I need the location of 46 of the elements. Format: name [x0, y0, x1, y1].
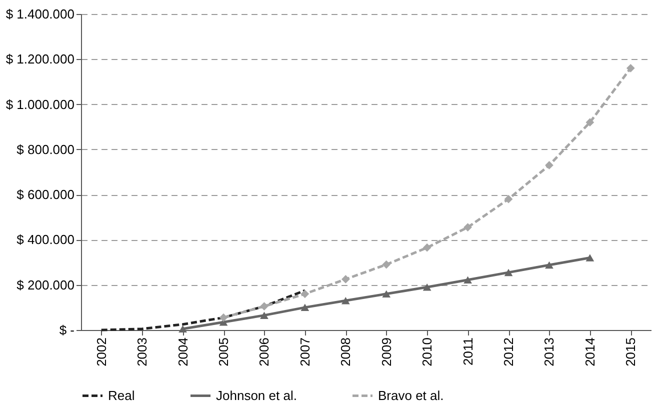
point: [464, 223, 472, 232]
y-tick-label: $ 400.000: [16, 232, 74, 248]
point: [382, 290, 391, 298]
x-tick-label: 2002: [94, 338, 109, 366]
y-tick-label: $ 800.000: [16, 142, 74, 157]
point: [341, 297, 350, 304]
x-tick-label: 2014: [582, 338, 598, 366]
point: [260, 302, 268, 310]
x-tick-label: 2007: [297, 338, 312, 366]
point: [422, 283, 432, 291]
x-tick-label: 2010: [420, 338, 435, 366]
point: [545, 261, 554, 269]
x-tick-label: 2015: [623, 338, 638, 366]
x-tick-label: 2011: [460, 338, 476, 366]
y-tick-label: $ 1.000.000: [6, 96, 74, 112]
legend-label: Bravo et al.: [378, 388, 444, 403]
x-tick-label: 2004: [175, 338, 190, 366]
point: [178, 325, 187, 332]
point: [382, 260, 391, 269]
y-tick-label: $ 1.200.000: [6, 52, 74, 67]
legend-label: Real: [108, 388, 135, 403]
x-tick-label: 2013: [542, 338, 557, 366]
x-tick-label: 2008: [338, 338, 354, 366]
point: [300, 304, 310, 312]
x-tick-label: 2006: [256, 338, 272, 366]
y-tick-label: $ 600.000: [16, 187, 74, 202]
point: [586, 118, 594, 127]
point: [464, 276, 472, 284]
x-tick-label: 2012: [501, 338, 516, 366]
point: [260, 312, 268, 319]
point: [341, 275, 350, 284]
legend-label: Johnson et al.: [216, 388, 297, 403]
y-tick-label: $ 200.000: [16, 277, 74, 292]
y-tick-label: $ 1.400.000: [6, 6, 74, 22]
point: [504, 268, 513, 276]
point: [626, 64, 635, 72]
point: [586, 254, 594, 262]
x-tick-label: 2009: [378, 338, 394, 366]
x-tick-label: 2003: [134, 338, 150, 366]
point: [422, 243, 432, 252]
point: [545, 161, 554, 170]
point: [219, 313, 228, 322]
point: [300, 290, 310, 298]
point: [504, 194, 513, 204]
y-tick-label: $ -: [59, 322, 74, 338]
x-tick-label: 2005: [216, 338, 231, 366]
